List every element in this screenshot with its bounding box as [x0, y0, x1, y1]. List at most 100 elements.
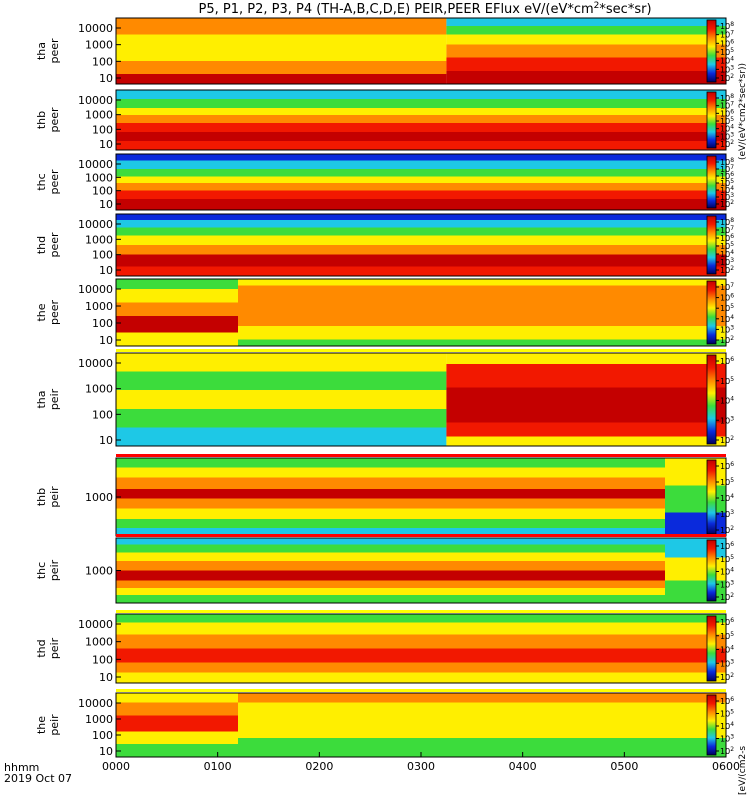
- colorbar-tick-label: 106: [720, 233, 734, 243]
- colorbar-tick-label: 106: [720, 696, 734, 706]
- colorbar-tick-label: 103: [720, 579, 734, 589]
- y-tick-label: 1000: [85, 491, 113, 504]
- panel-probe-label: tha: [35, 390, 48, 408]
- colorbar-tick-label: 104: [720, 314, 734, 324]
- spectrogram-panel: 10 100 1000 10000 thd peir 106 105 104 103 102: [35, 610, 734, 684]
- colorbar-tick-label: 108: [720, 93, 734, 103]
- spectrogram-segment: [665, 458, 726, 536]
- colorbar-tick-label: 105: [720, 116, 734, 126]
- time-axis: 0000 0100 0200 0300 0400 0500 0600: [102, 752, 740, 773]
- colorbar-tick-label: 103: [720, 658, 734, 668]
- panel-probe-label: thb: [35, 488, 48, 506]
- y-tick-label: 10: [99, 264, 113, 277]
- colorbar-tick-label: 102: [720, 525, 734, 535]
- panel-frame: [115, 352, 727, 447]
- colorbar-tick-label: 106: [720, 108, 734, 118]
- y-tick-label: 10: [99, 671, 113, 684]
- spectrogram-segment: [116, 279, 238, 346]
- colorbar-tick-label: 102: [720, 435, 734, 445]
- panel-frame: [115, 17, 727, 85]
- spectrogram-segment: [665, 538, 726, 603]
- colorbar-tick-label: 103: [720, 415, 734, 425]
- quality-flag-bar: [116, 534, 726, 537]
- x-tick-label: 0200: [305, 760, 333, 773]
- panel-probe-label: thb: [35, 111, 48, 129]
- colorbar-tick-label: 102: [720, 746, 734, 756]
- spectrogram-panel: 10 100 1000 10000 thd peer 1081071061051041031…: [35, 213, 734, 277]
- y-tick-label: 1000: [85, 39, 113, 52]
- y-tick-label: 10: [99, 72, 113, 85]
- colorbar-tick-label: 106: [720, 293, 734, 303]
- panel-product-label: peer: [48, 38, 61, 64]
- colorbar-tick-label: 104: [720, 124, 734, 134]
- spectrogram-panel: 10 100 1000 10000 tha peer 1081071061051041031…: [35, 17, 734, 85]
- x-tick-label: 0000: [102, 760, 130, 773]
- colorbar-tick-label: 103: [720, 64, 734, 74]
- spectrogram-segment: [116, 18, 447, 84]
- panel-product-label: peir: [48, 388, 61, 410]
- x-tick-label: 0400: [509, 760, 537, 773]
- x-tick-label: 0500: [610, 760, 638, 773]
- colorbar-tick-label: 105: [720, 178, 734, 188]
- y-tick-label: 1000: [85, 636, 113, 649]
- quality-flag-bar: [116, 610, 726, 613]
- colorbar-tick-label: 105: [720, 303, 734, 313]
- y-tick-label: 1000: [85, 300, 113, 313]
- y-tick-label: 1000: [85, 233, 113, 246]
- y-tick-label: 1000: [85, 713, 113, 726]
- panel-probe-label: the: [35, 303, 48, 321]
- spectrogram-segment: [116, 90, 726, 150]
- spectrogram-segment: [116, 693, 238, 757]
- y-tick-label: 10000: [78, 158, 113, 171]
- y-tick-label: 10: [99, 434, 113, 447]
- panel-probe-label: thc: [35, 173, 48, 190]
- colorbar-tick-label: 105: [720, 47, 734, 57]
- y-tick-label: 10000: [78, 357, 113, 370]
- panel-product-label: peir: [48, 486, 61, 508]
- colorbar-tick-label: 104: [720, 567, 734, 577]
- colorbar: [706, 280, 717, 345]
- colorbar-tick-label: 104: [720, 56, 734, 66]
- colorbar-tick-label: 102: [720, 592, 734, 602]
- colorbar-tick-label: 107: [720, 225, 734, 235]
- y-tick-label: 10: [99, 745, 113, 758]
- colorbar-tick-label: 103: [720, 734, 734, 744]
- colorbar-unit-label-lower: [eV/(cm2-s: [738, 746, 748, 795]
- colorbar-tick-label: 104: [720, 721, 734, 731]
- colorbar-tick-label: 102: [720, 139, 734, 149]
- spectrogram-segment: [238, 693, 726, 757]
- colorbar: [706, 354, 717, 445]
- x-tick-label: 0300: [407, 760, 435, 773]
- colorbar-tick-label: 104: [720, 249, 734, 259]
- colorbar-tick-label: 106: [720, 356, 734, 366]
- spectrogram-panel: 10 100 1000 10000 tha peir 106 105 104 103 102: [35, 349, 734, 447]
- y-tick-label: 10000: [78, 22, 113, 35]
- colorbar-tick-label: 105: [720, 631, 734, 641]
- colorbar-tick-label: 103: [720, 509, 734, 519]
- spectrogram-panel: 1000 thc peir 106 105 104 103 102: [35, 534, 734, 604]
- date-label: 2019 Oct 07: [4, 772, 72, 785]
- colorbar: [706, 615, 717, 682]
- panel-frame: [115, 153, 727, 211]
- y-tick-label: 10000: [78, 697, 113, 710]
- panel-frame: [115, 278, 727, 347]
- y-tick-label: 100: [92, 317, 113, 330]
- spectrogram-segment: [116, 458, 665, 536]
- y-tick-label: 1000: [85, 109, 113, 122]
- panel-product-label: peir: [48, 714, 61, 736]
- y-tick-label: 100: [92, 729, 113, 742]
- panel-probe-label: the: [35, 716, 48, 734]
- colorbar-tick-label: 105: [720, 241, 734, 251]
- colorbar-tick-label: 103: [720, 257, 734, 267]
- panel-product-label: peer: [48, 300, 61, 326]
- panel-probe-label: thc: [35, 562, 48, 579]
- spectrogram-panel: 10 100 1000 10000 the peir 106 105 104 103 102: [35, 689, 734, 758]
- panel-probe-label: tha: [35, 42, 48, 60]
- panel-product-label: peer: [48, 232, 61, 258]
- colorbar: [706, 19, 717, 83]
- spectrogram-segment: [116, 614, 726, 683]
- quality-flag-bar: [116, 689, 726, 692]
